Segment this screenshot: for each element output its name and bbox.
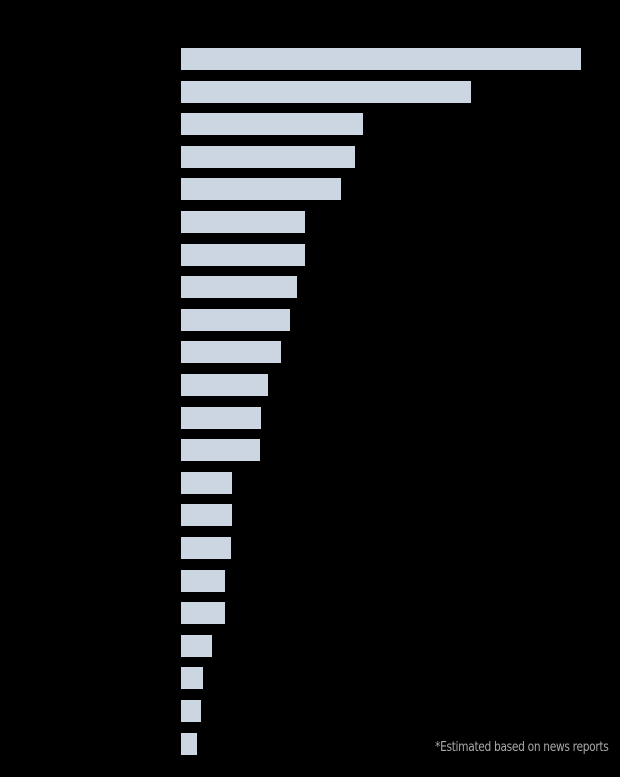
bar <box>181 406 261 429</box>
bar <box>181 178 341 201</box>
bar <box>181 113 363 136</box>
bar-row <box>0 178 620 201</box>
bar-row <box>0 439 620 462</box>
bar <box>181 634 212 657</box>
bar <box>181 211 305 233</box>
bar-row <box>0 634 620 657</box>
bar <box>181 145 355 168</box>
bar <box>181 341 281 364</box>
bar <box>181 48 581 70</box>
bar <box>181 537 231 559</box>
bar <box>181 569 225 592</box>
bar <box>181 504 232 527</box>
bar-row <box>0 48 620 70</box>
bar <box>181 276 297 299</box>
bar <box>181 374 268 396</box>
bar-row <box>0 667 620 690</box>
bar <box>181 602 225 625</box>
bar-row <box>0 471 620 494</box>
bar-row <box>0 374 620 396</box>
bar-row <box>0 569 620 592</box>
bar-row <box>0 504 620 527</box>
bar <box>181 439 260 462</box>
bar <box>181 667 203 690</box>
bar <box>181 471 232 494</box>
bar-row <box>0 243 620 266</box>
bar <box>181 700 201 722</box>
bar <box>181 80 471 103</box>
bar-row <box>0 113 620 136</box>
bar-row <box>0 537 620 559</box>
bar-row <box>0 80 620 103</box>
bar <box>181 308 290 331</box>
bar-row <box>0 276 620 299</box>
bar <box>181 243 305 266</box>
bar-row <box>0 700 620 722</box>
bar-row <box>0 341 620 364</box>
bar-row <box>0 732 620 755</box>
bar-row <box>0 602 620 625</box>
bar-row <box>0 145 620 168</box>
footnote: *Estimated based on news reports <box>434 740 609 755</box>
bar <box>181 732 197 755</box>
bar-row <box>0 406 620 429</box>
bar-row <box>0 308 620 331</box>
bar-row <box>0 211 620 233</box>
